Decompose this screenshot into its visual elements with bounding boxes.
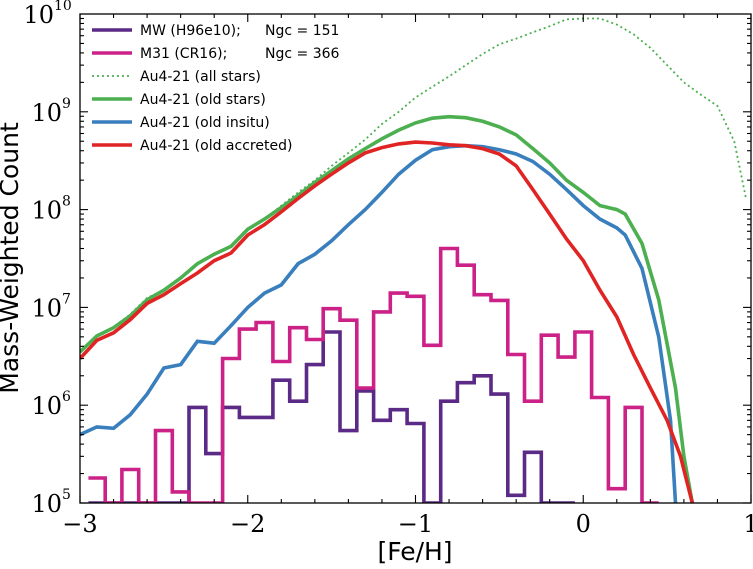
x-tick-label: 0: [576, 510, 591, 538]
series-line-0: [88, 330, 575, 503]
y-tick-exponent: 8: [62, 194, 71, 210]
legend-ngc-label: Ngc = 366: [265, 46, 340, 62]
legend-ngc-label: Ngc = 151: [265, 23, 339, 39]
y-tick-label: 10: [31, 392, 62, 420]
legend-label: MW (H96e10);: [140, 23, 241, 39]
x-axis-label: [Fe/H]: [377, 537, 452, 566]
y-tick-label: 10: [31, 294, 62, 322]
y-axis-label: Mass-Weighted Count: [0, 122, 24, 394]
y-tick-exponent: 7: [62, 291, 71, 307]
legend-label: M31 (CR16);: [140, 46, 227, 62]
series-line-5: [80, 140, 695, 503]
plot-frame: [79, 13, 752, 504]
x-tick-label: −3: [62, 510, 97, 538]
legend-label: Au4-21 (old accreted): [140, 138, 292, 154]
legend-label: Au4-21 (old insitu): [140, 115, 270, 131]
y-tick-label: 10: [31, 99, 62, 127]
axis-ticks: [79, 14, 752, 504]
y-tick-exponent: 10: [54, 0, 72, 14]
series-line-4: [80, 143, 678, 503]
y-tick-exponent: 9: [62, 96, 71, 112]
x-tick-label: 1: [743, 510, 753, 538]
series-line-3: [80, 114, 695, 503]
y-tick-label: 10: [31, 197, 62, 225]
y-tick-exponent: 6: [62, 389, 71, 405]
series-line-1: [88, 246, 659, 503]
legend: MW (H96e10); Ngc = 151 M31 (CR16); Ngc = 36…: [92, 23, 340, 154]
y-tick-exponent: 5: [62, 487, 71, 503]
x-tick-label: −2: [230, 510, 265, 538]
y-tick-label: 10: [23, 1, 54, 29]
legend-label: Au4-21 (all stars): [140, 69, 261, 85]
x-tick-label: −1: [398, 510, 433, 538]
series-layer: [80, 17, 747, 503]
legend-label: Au4-21 (old stars): [140, 92, 266, 108]
y-tick-label: 10: [31, 490, 62, 518]
